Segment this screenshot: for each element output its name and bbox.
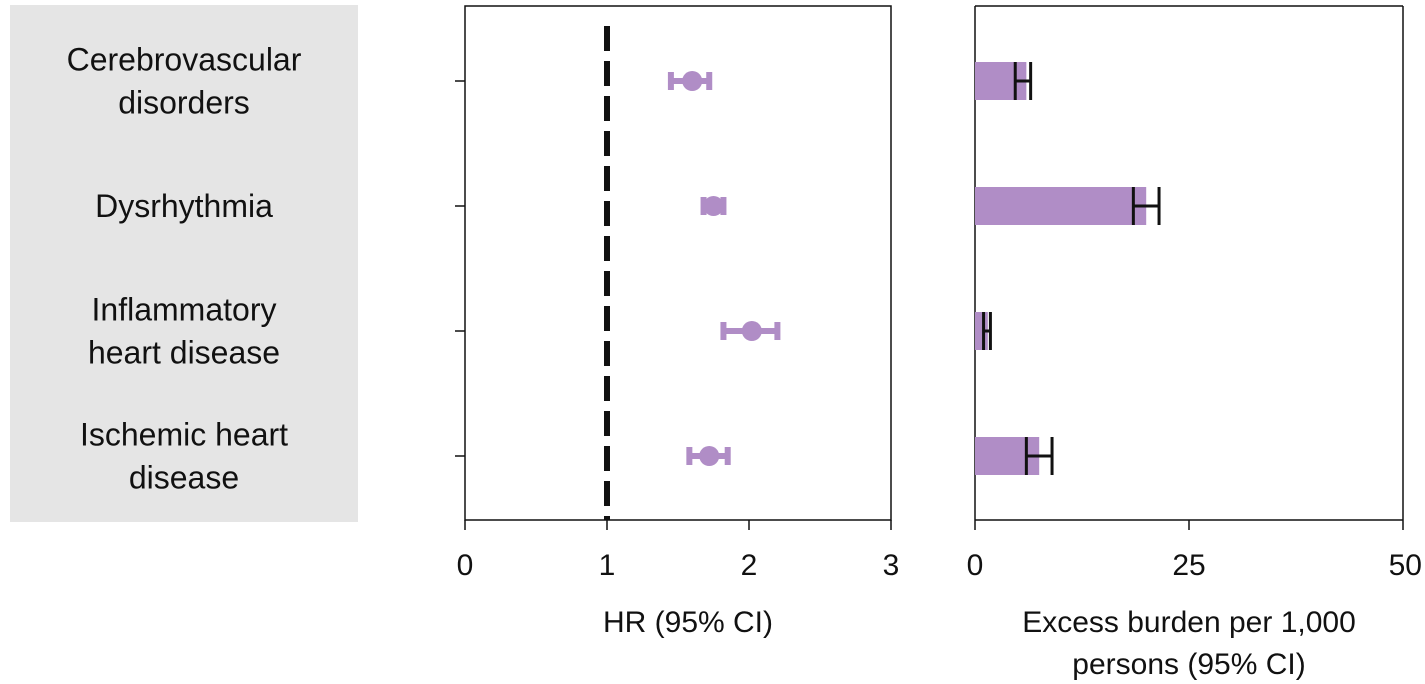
hr-point <box>699 446 720 466</box>
burden-panel: 0 25 50 Excess burden per 1,000 persons (95%… <box>967 62 1422 681</box>
burden-axis-title: persons (95% CI) <box>1072 648 1305 681</box>
hr-point <box>703 196 724 216</box>
hr-point <box>741 321 762 341</box>
category-label: disorders <box>118 85 250 121</box>
x-tick-label: 25 <box>1172 549 1205 582</box>
hr-axis-title: HR (95% CI) <box>603 606 773 639</box>
x-tick-label: 0 <box>967 549 984 582</box>
hr-plot-frame <box>464 5 892 521</box>
category-label: disease <box>129 460 239 496</box>
category-label: Inflammatory <box>92 292 277 328</box>
burden-bar <box>975 187 1147 225</box>
burden-axis-title: Excess burden per 1,000 <box>1022 606 1356 639</box>
category-label: heart disease <box>88 335 280 371</box>
category-label: Cerebrovascular <box>67 42 302 78</box>
category-label: Ischemic heart <box>80 417 288 453</box>
hr-panel: 0 1 2 3 HR (95% CI) <box>455 26 899 639</box>
category-label-panel <box>10 5 358 522</box>
hr-point <box>682 71 703 91</box>
x-tick-label: 1 <box>599 549 616 582</box>
x-tick-label: 2 <box>741 549 758 582</box>
x-tick-label: 50 <box>1389 549 1422 582</box>
x-tick-label: 3 <box>883 549 900 582</box>
category-label: Dysrhythmia <box>95 188 273 224</box>
x-tick-label: 0 <box>457 549 474 582</box>
category-labels: Cerebrovascular disorders Dysrhythmia Infla… <box>67 42 302 496</box>
